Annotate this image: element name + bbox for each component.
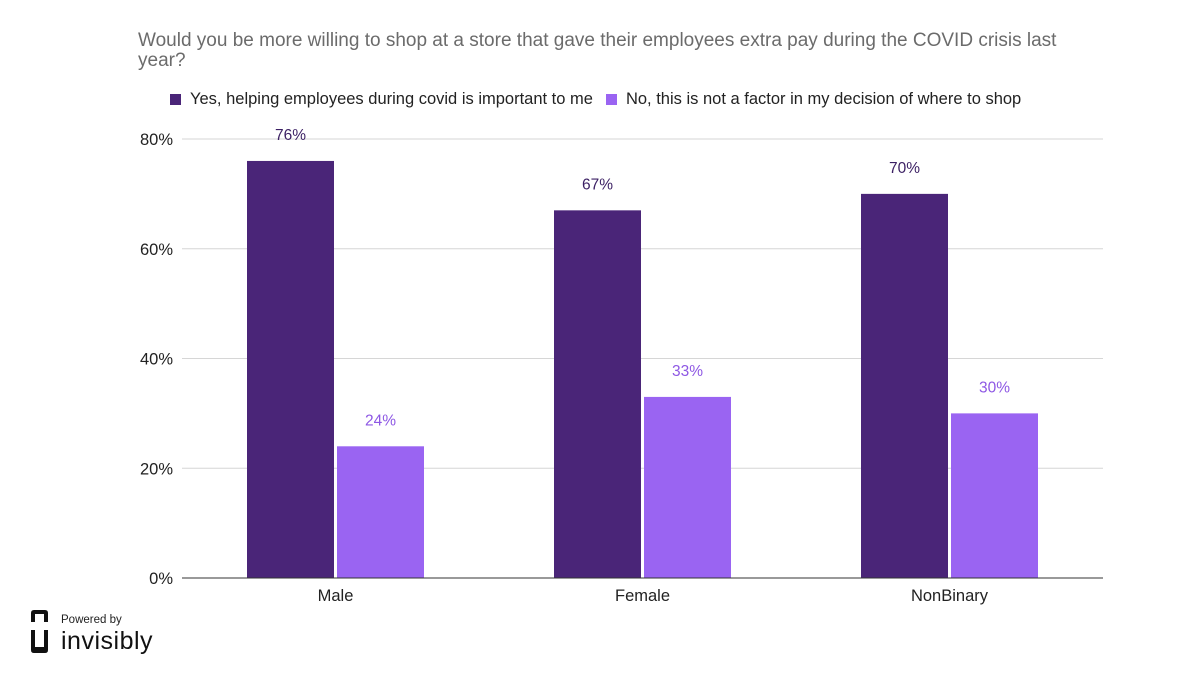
data-label: 33% [672, 363, 703, 380]
legend-item-yes: Yes, helping employees during covid is i… [170, 90, 593, 109]
data-label: 67% [582, 176, 613, 193]
brand-text: Powered by invisibly [61, 613, 154, 655]
x-tick-label: Female [615, 587, 670, 605]
y-tick-label: 20% [140, 460, 173, 478]
y-tick-label: 40% [140, 351, 173, 369]
bar-yes [861, 193, 948, 578]
x-tick-label: NonBinary [911, 587, 989, 605]
y-tick-label: 0% [149, 570, 173, 588]
legend-item-no: No, this is not a factor in my decision … [605, 90, 1022, 109]
y-tick-label: 60% [140, 241, 173, 259]
bar-no [337, 446, 424, 578]
invisibly-logo-icon [31, 610, 48, 653]
legend-label-no: No, this is not a factor in my decision … [625, 90, 1022, 108]
legend-label-yes: Yes, helping employees during covid is i… [190, 90, 593, 108]
chart-title: Would you be more willing to shop at a s… [138, 30, 1057, 71]
brand-name: invisibly [61, 627, 154, 655]
bar-no [644, 396, 731, 578]
data-label: 24% [365, 412, 396, 429]
data-label: 70% [889, 160, 920, 177]
brand-logo-block: Powered by invisibly [31, 610, 154, 655]
bar-yes [554, 210, 641, 578]
legend-swatch-yes [170, 94, 181, 105]
legend: Yes, helping employees during covid is i… [170, 90, 1034, 109]
y-tick-label: 80% [140, 131, 173, 149]
x-tick-label: Male [318, 587, 354, 605]
data-label: 30% [979, 379, 1010, 396]
bar-yes [247, 160, 334, 578]
powered-by-label: Powered by [61, 614, 122, 626]
legend-swatch-no [605, 94, 617, 105]
data-label: 76% [275, 127, 306, 144]
bar-no [951, 413, 1038, 578]
